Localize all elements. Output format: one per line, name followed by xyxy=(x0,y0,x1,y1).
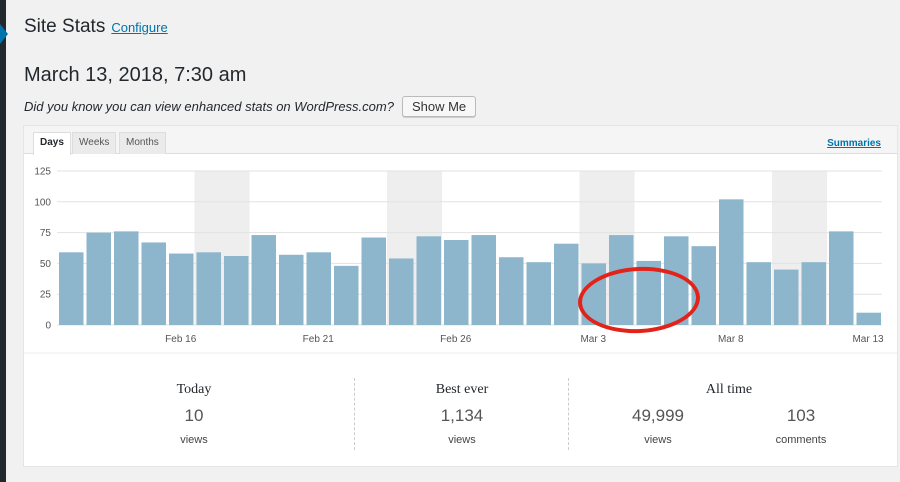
bar xyxy=(664,236,689,325)
tab-days[interactable]: Days xyxy=(33,132,71,155)
all-time-views-unit: views xyxy=(644,434,672,446)
y-tick-label: 125 xyxy=(34,167,51,178)
show-me-button[interactable]: Show Me xyxy=(401,96,477,117)
bar xyxy=(856,312,881,325)
tab-months[interactable]: Months xyxy=(119,132,166,154)
configure-link[interactable]: Configure xyxy=(111,20,168,35)
tab-weeks[interactable]: Weeks xyxy=(72,132,117,154)
stats-summary: Today 10 views Best ever 1,134 views All… xyxy=(24,364,897,464)
bar xyxy=(86,232,111,325)
bar xyxy=(581,263,606,325)
enhanced-stats-promo: Did you know you can view enhanced stats… xyxy=(24,96,477,117)
best-ever-value: 1,134 xyxy=(440,406,484,425)
bar xyxy=(416,236,441,325)
y-tick-label: 75 xyxy=(40,228,52,239)
current-menu-arrow-icon xyxy=(0,24,8,44)
bar xyxy=(719,199,744,325)
bar xyxy=(279,254,304,325)
admin-sidebar-edge xyxy=(0,0,8,482)
y-tick-label: 100 xyxy=(34,197,51,208)
bar xyxy=(141,242,166,325)
x-tick-label: Feb 16 xyxy=(165,334,197,345)
page-header: Site Stats Configure xyxy=(24,16,168,38)
page-title: Site Stats xyxy=(24,16,106,37)
x-tick-label: Mar 13 xyxy=(852,334,884,345)
bar xyxy=(636,260,661,325)
bar xyxy=(554,243,579,325)
bar xyxy=(306,252,331,325)
y-tick-label: 0 xyxy=(45,321,51,332)
stats-divider xyxy=(354,378,355,450)
y-tick-label: 25 xyxy=(40,290,52,301)
x-tick-label: Feb 26 xyxy=(440,334,472,345)
period-tabs: Days Weeks Months Summaries xyxy=(24,126,897,155)
bar xyxy=(59,252,84,325)
y-tick-label: 50 xyxy=(40,259,52,270)
bar xyxy=(334,265,359,325)
x-tick-label: Mar 3 xyxy=(580,334,606,345)
bar xyxy=(691,246,716,325)
today-value: 10 xyxy=(184,406,204,425)
bar xyxy=(196,252,221,325)
bar xyxy=(471,235,496,325)
best-ever-title: Best ever xyxy=(435,382,489,397)
bar xyxy=(774,269,799,325)
bar xyxy=(444,239,469,325)
bar xyxy=(389,258,414,325)
bar xyxy=(224,256,249,325)
bar xyxy=(801,262,826,325)
bar xyxy=(114,231,139,325)
bar xyxy=(361,237,386,325)
summaries-link[interactable]: Summaries xyxy=(827,138,881,149)
stats-panel: Days Weeks Months Summaries 0 25 50 75 100 12… xyxy=(23,125,898,467)
bar xyxy=(746,262,771,325)
all-time-comments-value: 103 xyxy=(786,406,816,425)
today-title: Today xyxy=(176,382,212,397)
all-time-comments-unit: comments xyxy=(775,434,827,446)
all-time-title: All time xyxy=(705,382,753,397)
x-tick-label: Feb 21 xyxy=(303,334,335,345)
best-ever-unit: views xyxy=(448,434,476,446)
stats-divider xyxy=(568,378,569,450)
x-tick-label: Mar 8 xyxy=(718,334,744,345)
all-time-views-value: 49,999 xyxy=(632,406,684,425)
promo-text: Did you know you can view enhanced stats… xyxy=(24,99,394,114)
bar xyxy=(251,235,276,325)
views-chart: 0 25 50 75 100 125 Feb 16 Feb 21 Feb 26 Mar 3 Mar … xyxy=(24,167,897,354)
stats-date: March 13, 2018, 7:30 am xyxy=(24,64,247,86)
bar xyxy=(609,235,634,325)
bar xyxy=(499,257,524,325)
today-unit: views xyxy=(180,434,208,446)
bar xyxy=(829,231,854,325)
bar xyxy=(526,262,551,325)
bar xyxy=(169,253,194,325)
